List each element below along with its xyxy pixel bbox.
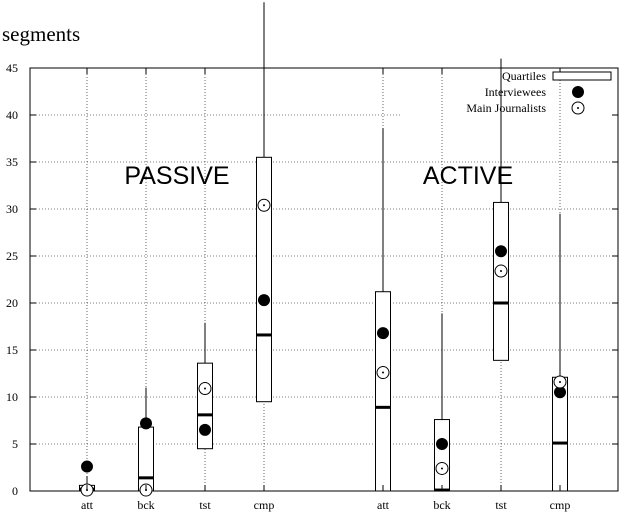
box-item-active-bck: [434, 313, 450, 492]
legend-label: Main Journalists: [466, 101, 546, 115]
main-journalists-point-dot: [204, 387, 206, 390]
x-tick-label: bck: [137, 498, 154, 512]
interviewees-point: [554, 386, 566, 399]
y-tick-label: 0: [12, 484, 18, 498]
legend-label: Interviewees: [485, 85, 547, 99]
y-tick-label: 5: [12, 437, 18, 451]
y-tick-label: 15: [6, 343, 18, 357]
y-tick-label: 30: [6, 202, 18, 216]
group-label: ACTIVE: [423, 162, 513, 190]
box-item-passive-cmp: [256, 2, 272, 403]
legend-journalists-marker-dot: [577, 107, 579, 109]
interviewees-point: [199, 423, 211, 436]
interviewees-point: [81, 460, 93, 473]
group-label: PASSIVE: [124, 162, 229, 190]
legend-label: Quartiles: [502, 69, 546, 83]
legend-interviewees-marker: [572, 86, 584, 98]
interviewees-point: [377, 327, 389, 340]
y-axis-label: segments: [2, 22, 80, 46]
interviewees-point: [436, 438, 448, 450]
gridlines: [30, 68, 618, 491]
x-tick-label: att: [81, 498, 94, 512]
x-tick-label: cmp: [254, 498, 275, 512]
x-tick-label: bck: [433, 498, 450, 512]
y-axis-ticks: 0 5 10 15 20 25 30 35 40 45: [6, 61, 618, 498]
x-tick-label: tst: [199, 498, 211, 512]
interviewees-point: [495, 245, 507, 258]
x-tick-label: tst: [495, 498, 507, 512]
y-tick-label: 40: [6, 108, 18, 122]
box-item-active-tst: [493, 58, 509, 361]
box-item-active-cmp: [552, 213, 568, 492]
y-tick-label: 25: [6, 249, 18, 263]
interviewees-point: [140, 417, 152, 430]
y-tick-label: 35: [6, 155, 18, 169]
quartile-box: [493, 201, 509, 361]
quartile-box: [256, 156, 272, 403]
legend-quartiles-box: [552, 71, 612, 81]
box-item-passive-bck: [138, 387, 154, 497]
y-tick-label: 45: [6, 61, 18, 75]
legend: Quartiles Interviewees Main Journalists: [466, 69, 612, 115]
quartile-box: [375, 291, 391, 492]
boxes-layer: [79, 2, 568, 497]
main-journalists-point-dot: [559, 380, 561, 383]
group-labels: PASSIVE ACTIVE: [124, 162, 513, 190]
x-tick-label: att: [377, 498, 390, 512]
main-journalists-point-dot: [441, 467, 443, 470]
main-journalists-point-dot: [500, 270, 502, 273]
x-axis-ticks: att bck tst cmp att bck tst cmp: [81, 68, 570, 512]
quartile-box: [434, 419, 450, 492]
y-tick-label: 20: [6, 296, 18, 310]
y-tick-label: 10: [6, 390, 18, 404]
x-tick-label: cmp: [550, 498, 571, 512]
box-item-passive-tst: [197, 322, 213, 450]
box-item-active-att: [375, 128, 391, 492]
main-journalists-point-dot: [263, 204, 265, 207]
interviewees-point: [258, 294, 270, 307]
plot-area-frame: [29, 67, 619, 492]
main-journalists-point-dot: [382, 371, 384, 374]
quartile-box: [138, 426, 154, 492]
